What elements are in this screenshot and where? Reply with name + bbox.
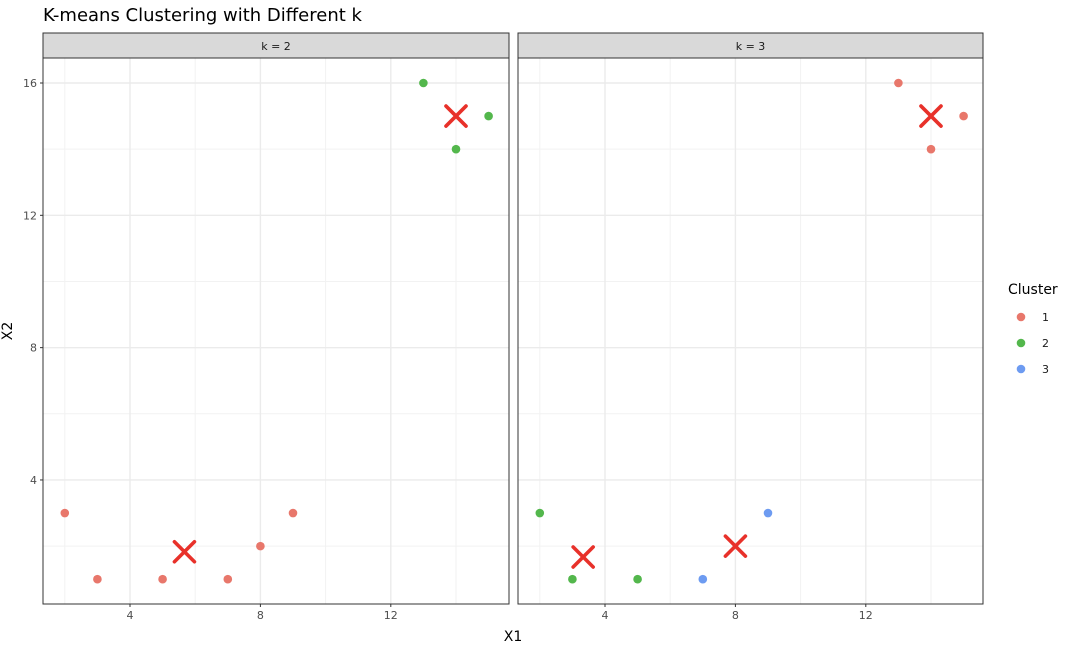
data-point-cluster-3 [698, 574, 708, 584]
x-tick-label: 8 [732, 609, 739, 622]
panel-background [43, 58, 509, 604]
centroid-x-marker [172, 539, 197, 564]
y-tick-label: 4 [30, 474, 37, 487]
data-point-cluster-1 [959, 111, 968, 121]
data-point-cluster-1 [93, 574, 102, 584]
data-point-cluster-2 [535, 508, 545, 518]
legend: Cluster 1 2 3 [1008, 282, 1058, 376]
legend-label: 3 [1042, 363, 1049, 376]
centroid-x-marker [919, 104, 943, 128]
data-point-cluster-2 [419, 78, 428, 88]
legend-label: 1 [1042, 311, 1049, 324]
y-tick-label: 8 [30, 342, 37, 355]
facet-strip-label: k = 2 [261, 40, 291, 53]
data-point-cluster-2 [633, 574, 642, 584]
legend-label: 2 [1042, 337, 1049, 350]
facet-panels: k = 2 4 8 12 4 8 12 16 k = 3 4 8 12 [23, 32, 984, 622]
x-tick-label: 4 [602, 609, 609, 622]
data-point-cluster-2 [568, 574, 577, 584]
chart-title: K-means Clustering with Different k [43, 5, 363, 26]
data-point-cluster-1 [60, 508, 70, 518]
facet-panel-2: k = 3 4 8 12 [517, 32, 984, 622]
facet-panel-1: k = 2 4 8 12 4 8 12 16 [23, 32, 510, 622]
legend-key-cluster-2 [1016, 338, 1026, 348]
data-point-cluster-1 [223, 574, 233, 584]
x-tick-label: 12 [384, 609, 398, 622]
panel-border [42, 57, 510, 605]
y-axis-label: X2 [0, 322, 16, 341]
x-tick-label: 8 [257, 609, 264, 622]
x-tick-label: 4 [127, 609, 134, 622]
x-axis-label: X1 [504, 629, 523, 645]
data-point-cluster-3 [763, 508, 773, 518]
data-point-cluster-1 [894, 78, 903, 88]
facet-strip [517, 32, 984, 59]
data-point-cluster-1 [288, 508, 298, 518]
centroid-x-marker [723, 534, 748, 558]
y-tick-label: 16 [23, 77, 37, 90]
data-point-cluster-2 [484, 111, 493, 121]
data-point-cluster-2 [451, 144, 461, 154]
facet-strip-label: k = 3 [736, 40, 766, 53]
facet-strip [42, 32, 510, 59]
panel-border [517, 57, 984, 605]
x-tick-label: 12 [859, 609, 873, 622]
centroid-x-marker [444, 104, 468, 128]
data-point-cluster-1 [256, 541, 265, 551]
y-tick-label: 12 [23, 209, 37, 222]
data-point-cluster-1 [926, 144, 936, 154]
panel-background [518, 58, 983, 604]
legend-key-cluster-1 [1016, 312, 1026, 322]
legend-title: Cluster [1008, 282, 1058, 298]
centroid-x-marker [571, 545, 595, 569]
data-point-cluster-1 [158, 574, 167, 584]
legend-key-cluster-3 [1016, 364, 1026, 374]
